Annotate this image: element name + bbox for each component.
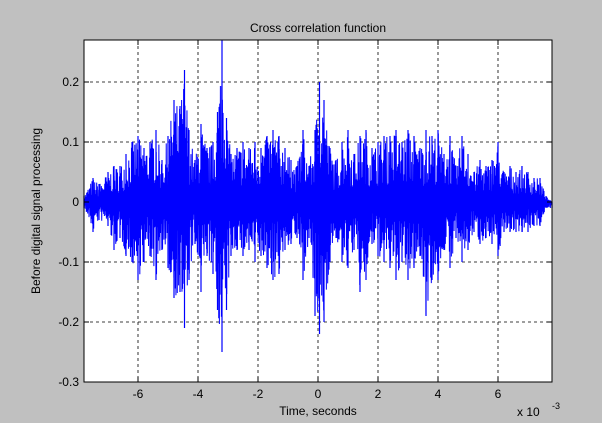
x-tick-label: -6 (133, 387, 144, 401)
y-axis-label: Before digital signal processing (29, 128, 43, 294)
x-axis-label: Time, seconds (279, 404, 357, 418)
signal-series (83, 40, 553, 352)
y-tick-labels: -0.3 -0.2 -0.1 0 0.1 0.2 (58, 75, 79, 389)
x-tick-label: 0 (315, 387, 322, 401)
tick-marks (84, 40, 552, 383)
y-tick-label: 0.2 (62, 75, 79, 89)
x-tick-label: 6 (495, 387, 502, 401)
x-tick-label: -4 (193, 387, 204, 401)
y-tick-label: -0.1 (58, 255, 79, 269)
x-exponent-label: x 10 (517, 405, 540, 419)
y-tick-label: 0 (72, 195, 79, 209)
x-tick-labels: -6 -4 -2 0 2 4 6 (133, 387, 502, 401)
chart-title: Cross correlation function (250, 21, 386, 35)
x-exponent-power: -3 (552, 401, 560, 411)
x-tick-label: -2 (253, 387, 264, 401)
y-tick-label: -0.2 (58, 315, 79, 329)
y-tick-label: -0.3 (58, 375, 79, 389)
x-tick-label: 2 (375, 387, 382, 401)
x-tick-label: 4 (435, 387, 442, 401)
y-tick-label: 0.1 (62, 135, 79, 149)
